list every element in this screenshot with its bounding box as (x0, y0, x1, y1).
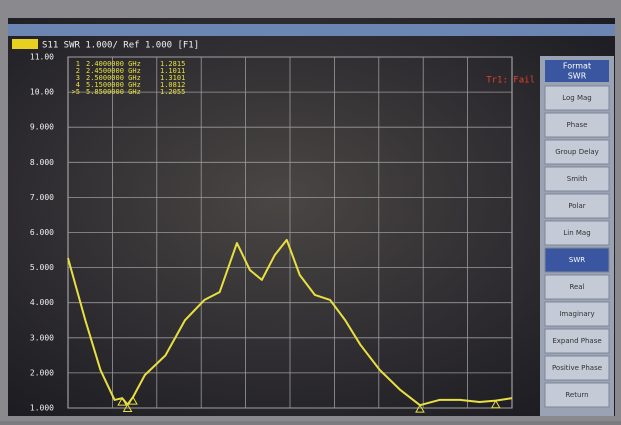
y-tick-label: 4.000 (30, 298, 54, 307)
marker-freq: 2.4000000 GHz (86, 60, 141, 68)
trace (67, 238, 513, 407)
y-tick-label: 10.00 (30, 88, 54, 97)
marker-value: 1.2055 (160, 88, 185, 96)
softkey[interactable] (544, 274, 610, 300)
marker-value: 1.2815 (160, 60, 185, 68)
y-tick-label: 8.000 (30, 158, 54, 167)
softkey[interactable] (544, 355, 610, 381)
softkey[interactable] (544, 85, 610, 111)
menu-bar (8, 24, 615, 36)
display (8, 18, 615, 416)
softkey[interactable] (544, 166, 610, 192)
limit-status: Tr1: Fail (486, 76, 535, 86)
softkey[interactable] (544, 139, 610, 165)
marker-freq: 2.4500000 GHz (86, 67, 141, 75)
softkey-label: Log Mag (562, 94, 592, 102)
marker-freq: 5.1500000 GHz (86, 81, 141, 89)
softkey-label: Expand Phase (552, 337, 601, 345)
marker-id: 2 (76, 67, 80, 75)
softkey-label: Polar (568, 202, 585, 210)
marker-triangle (128, 396, 138, 405)
y-tick-label: 6.000 (30, 228, 54, 237)
marker-value: 1.0812 (160, 81, 185, 89)
marker-id: >5 (72, 88, 80, 96)
softkey[interactable] (544, 112, 610, 138)
y-tick-label: 7.000 (30, 193, 54, 202)
y-tick-label: 2.000 (30, 368, 54, 377)
y-tick-label: 1.000 (30, 404, 54, 413)
marker-id: 3 (76, 74, 80, 82)
softkey-header (545, 60, 609, 82)
softkey-title: Format (563, 62, 591, 71)
softkey[interactable] (544, 328, 610, 354)
softkey[interactable] (544, 301, 610, 327)
softkey-label: Lin Mag (563, 229, 590, 237)
softkey-label: Positive Phase (552, 364, 602, 372)
y-tick-label: 5.000 (30, 263, 54, 272)
y-tick-label: 3.000 (30, 333, 54, 342)
softkey-current: SWR (568, 72, 587, 81)
softkey-label: Group Delay (555, 148, 599, 156)
marker-triangle (117, 397, 128, 406)
marker-id: 1 (76, 60, 80, 68)
y-tick-label: 9.000 (30, 123, 54, 132)
softkey-label: SWR (569, 256, 585, 264)
softkey-label: Imaginary (559, 310, 594, 318)
softkey[interactable] (544, 193, 610, 219)
marker-triangle (415, 404, 425, 413)
marker-id: 4 (76, 81, 80, 89)
channel-title: S11 SWR 1.000/ Ref 1.000 [F1] (42, 41, 199, 51)
marker-freq: 5.8500000 GHz (86, 88, 141, 96)
trace-badge (12, 39, 38, 49)
softkey-label: Phase (567, 121, 588, 129)
marker-value: 1.1011 (160, 67, 185, 75)
softkey-label: Real (569, 283, 584, 291)
softkey[interactable] (544, 382, 610, 408)
marker-freq: 2.5000000 GHz (86, 74, 141, 82)
softkey-label: Return (565, 391, 588, 399)
marker-triangle (122, 403, 133, 412)
softkey[interactable] (544, 247, 610, 273)
softkey[interactable] (544, 220, 610, 246)
marker-value: 1.3101 (160, 74, 185, 82)
y-tick-label: 11.00 (30, 53, 54, 62)
marker-triangle (490, 399, 501, 409)
softkey-label: Smith (567, 175, 587, 183)
